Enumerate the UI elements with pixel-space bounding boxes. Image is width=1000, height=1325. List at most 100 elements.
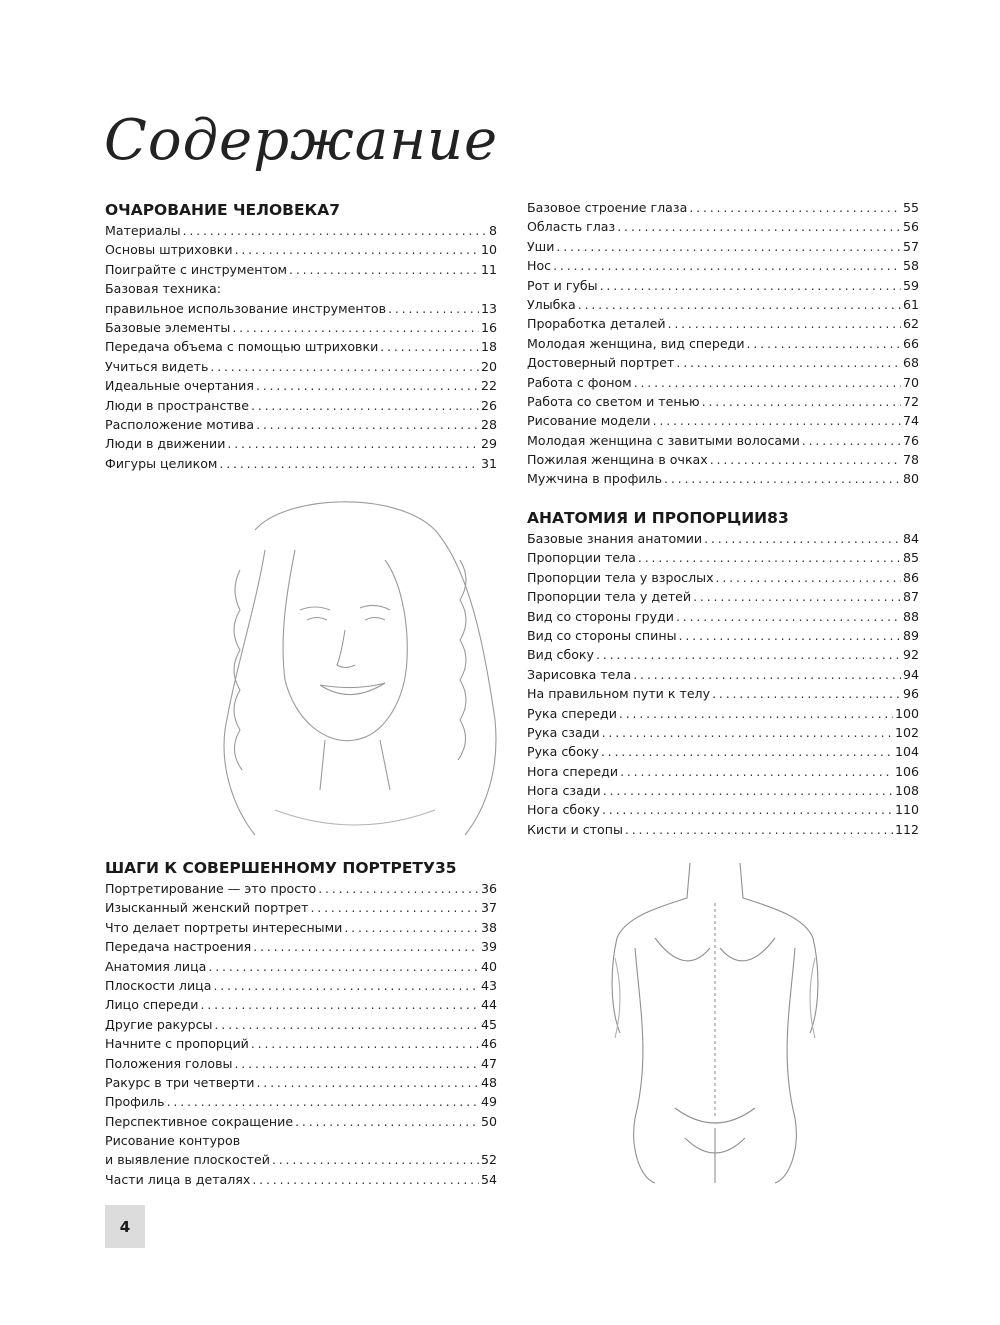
dot-leader [318,879,479,898]
toc-entry-page: 76 [902,432,919,448]
toc-entry[interactable]: Передача настроения 39 [105,937,497,956]
toc-section-2: ШАГИ К СОВЕРШЕННОМУ ПОРТРЕТУ 35 Портретиро… [105,857,497,1189]
toc-entry[interactable]: Ракурс в три четверти 48 [105,1073,497,1092]
toc-entry[interactable]: Идеальные очертания 22 [105,376,497,395]
toc-entry[interactable]: Базовые элементы 16 [105,318,497,337]
toc-entry[interactable]: Рука сзади 102 [527,723,919,742]
toc-entry[interactable]: Передача объема с помощью штриховки 18 [105,337,497,356]
toc-entry[interactable]: Профиль 49 [105,1092,497,1111]
toc-section-heading[interactable]: ОЧАРОВАНИЕ ЧЕЛОВЕКА 7 [105,199,497,221]
toc-entry[interactable]: Зарисовка тела 94 [527,665,919,684]
toc-entry[interactable]: Рука сбоку 104 [527,742,919,761]
toc-entry[interactable]: Работа с фоном 70 [527,373,919,392]
toc-entry-title: Положения головы [105,1055,233,1071]
toc-entry[interactable]: Рот и губы 59 [527,276,919,295]
toc-entry[interactable]: Базовая техника: [105,279,497,298]
dot-leader [232,318,479,337]
toc-entry[interactable]: Вид со стороны спины 89 [527,626,919,645]
toc-entry[interactable]: Лицо спереди 44 [105,995,497,1014]
toc-entry[interactable]: Молодая женщина, вид спереди 66 [527,334,919,353]
toc-entry[interactable]: На правильном пути к телу 96 [527,684,919,703]
dot-leader [253,937,479,956]
dot-leader [679,626,901,645]
toc-entry[interactable]: Вид со стороны груди 88 [527,607,919,626]
toc-entry[interactable]: Люди в пространстве 26 [105,396,497,415]
toc-entry[interactable]: Кисти и стопы 112 [527,820,919,839]
toc-entry[interactable]: Анатомия лица 40 [105,957,497,976]
toc-entry[interactable]: Молодая женщина с завитыми волосами 76 [527,431,919,450]
toc-entry[interactable]: Пропорции тела у детей 87 [527,587,919,606]
toc-section-heading[interactable]: ШАГИ К СОВЕРШЕННОМУ ПОРТРЕТУ 35 [105,857,497,879]
toc-entry-page: 37 [480,900,497,916]
dot-leader [668,314,901,333]
toc-entry-page: 36 [480,881,497,896]
dot-leader [344,918,479,937]
page-title: Содержание [104,108,499,173]
toc-entry[interactable]: и выявление плоскостей 52 [105,1150,497,1169]
toc-entry-page: 13 [480,300,497,316]
toc-entry-page: 106 [894,763,919,779]
toc-entry[interactable]: Что делает портреты интересными 38 [105,918,497,937]
toc-entry[interactable]: Рисование модели 74 [527,411,919,430]
toc-entry[interactable]: Вид сбоку 92 [527,645,919,664]
dot-leader [227,434,479,453]
toc-entry[interactable]: Положения головы 47 [105,1054,497,1073]
toc-entry[interactable]: Проработка деталей 62 [527,314,919,333]
toc-entry-title: Профиль [105,1094,165,1110]
toc-entry[interactable]: Уши 57 [527,237,919,256]
portrait-sketch-illustration [223,501,497,836]
toc-entry[interactable]: Основы штриховки 10 [105,240,497,259]
toc-entry[interactable]: Плоскости лица 43 [105,976,497,995]
toc-entry-page: 49 [480,1094,497,1110]
toc-entry-title: Работа со светом и тенью [527,393,700,409]
toc-entry[interactable]: Перспективное сокращение 50 [105,1112,497,1131]
toc-entry[interactable]: Расположение мотива 28 [105,415,497,434]
toc-entry[interactable]: Рука спереди 100 [527,704,919,723]
toc-entry[interactable]: Портретирование — это просто 36 [105,879,497,898]
toc-entry[interactable]: Область глаз 56 [527,217,919,236]
toc-entry[interactable]: Части лица в деталях 54 [105,1170,497,1189]
dot-leader [710,450,901,469]
toc-entry[interactable]: Материалы 8 [105,221,497,240]
dot-leader [553,256,901,275]
toc-entry-page: 68 [902,355,919,371]
toc-entry[interactable]: Люди в движении 29 [105,434,497,453]
toc-section-heading[interactable]: АНАТОМИЯ И ПРОПОРЦИИ 83 [527,507,919,529]
toc-entry[interactable]: Работа со светом и тенью 72 [527,392,919,411]
toc-entry-title: Рисование модели [527,413,651,429]
toc-entry[interactable]: Базовые знания анатомии 84 [527,529,919,548]
toc-entry-page: 26 [480,397,497,413]
dot-leader [208,957,479,976]
toc-entry[interactable]: Пожилая женщина в очках 78 [527,450,919,469]
toc-entry-title: Перспективное сокращение [105,1113,294,1129]
dot-leader [617,217,901,236]
toc-entry[interactable]: Учиться видеть 20 [105,357,497,376]
toc-entry[interactable]: Мужчина в профиль 80 [527,469,919,488]
toc-entry[interactable]: Достоверный портрет 68 [527,353,919,372]
toc-entry[interactable]: правильное использование инструментов 13 [105,299,497,318]
toc-entry[interactable]: Нога сзади 108 [527,781,919,800]
toc-entry[interactable]: Фигуры целиком 31 [105,454,497,473]
toc-entry[interactable]: Базовое строение глаза 55 [527,198,919,217]
toc-entry[interactable]: Улыбка 61 [527,295,919,314]
toc-entry[interactable]: Нога сбоку 110 [527,800,919,819]
dot-leader [802,431,901,450]
toc-entry-page: 84 [902,531,919,546]
toc-entry[interactable]: Нос 58 [527,256,919,275]
dot-leader [601,742,893,761]
toc-entry[interactable]: Начните с пропорций 46 [105,1034,497,1053]
toc-entry-title: Нога сзади [527,783,601,799]
toc-entry[interactable]: Пропорции тела 85 [527,548,919,567]
toc-entry[interactable]: Пропорции тела у взрослых 86 [527,568,919,587]
toc-entry[interactable]: Изысканный женский портрет 37 [105,898,497,917]
toc-entry-title: Начните с пропорций [105,1036,249,1052]
toc-entry[interactable]: Рисование контуров [105,1131,497,1150]
toc-entry[interactable]: Нога спереди 106 [527,762,919,781]
toc-entry[interactable]: Другие ракурсы 45 [105,1015,497,1034]
toc-entry-page: 11 [480,261,497,277]
toc-entry-page: 96 [902,686,919,702]
toc-entry[interactable]: Поиграйте с инструментом 11 [105,260,497,279]
toc-entry-title: Рука спереди [527,705,617,721]
dot-leader [619,704,893,723]
toc-entry-title: Рот и губы [527,277,598,293]
